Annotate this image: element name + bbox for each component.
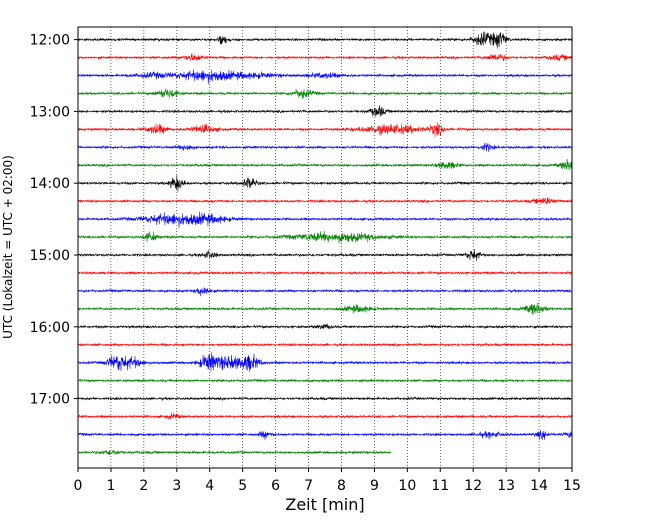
x-tick-label: 8 [337,478,346,494]
trace-series-group [77,31,573,456]
trace-series [77,211,573,228]
x-tick-label: 3 [172,478,181,494]
trace-series [77,429,573,441]
x-tick-label: 15 [563,478,581,494]
trace-series [77,287,573,297]
trace-series [77,88,573,99]
trace-series [77,450,392,456]
y-axis-ticks: 12:00 13:00 14:00 15:00 16:00 17:00 [30,33,78,408]
trace-series [77,352,573,372]
y-tick-label: 17:00 [30,392,70,408]
trace-series [77,249,573,262]
x-tick-label: 11 [431,478,449,494]
x-axis-label: Zeit [min] [285,495,364,514]
trace-series [77,53,573,62]
trace-series [77,270,573,276]
trace-series [77,323,573,330]
trace-series [77,197,573,205]
x-tick-label: 6 [271,478,280,494]
trace-series [77,378,573,384]
trace-series [77,69,573,85]
trace-series [77,142,573,153]
y-axis-label: UTC (Lokalzeit = UTC + 02:00) [1,155,15,339]
y-tick-label: 14:00 [30,176,70,192]
y-tick-label: 12:00 [30,33,70,49]
trace-series [77,159,573,171]
x-tick-label: 2 [139,478,148,494]
trace-series [77,301,573,316]
plot-frame [77,26,573,469]
x-tick-label: 4 [205,478,214,494]
y-tick-label: 16:00 [30,320,70,336]
trace-series [77,105,573,117]
x-tick-label: 14 [530,478,548,494]
trace-series [77,412,573,420]
trace-series [77,175,573,192]
x-tick-label: 5 [238,478,247,494]
y-tick-label: 13:00 [30,104,70,120]
trace-series [77,230,573,244]
trace-series [77,122,573,137]
y-tick-label: 15:00 [30,248,70,264]
x-tick-label: 12 [464,478,482,494]
x-tick-label: 7 [304,478,313,494]
x-tick-label: 13 [497,478,515,494]
x-tick-label: 1 [106,478,115,494]
trace-series [77,31,573,49]
x-tick-label: 0 [74,478,83,494]
trace-series [77,342,573,348]
x-axis-ticks: 0 1 2 3 4 5 6 7 8 9 10 11 12 13 14 15 [74,468,581,494]
trace-series [77,396,573,402]
x-tick-label: 10 [398,478,416,494]
x-tick-label: 9 [370,478,379,494]
